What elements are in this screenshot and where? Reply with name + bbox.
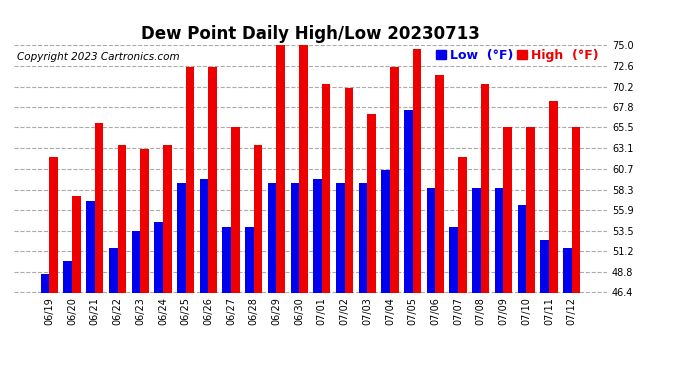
Bar [404,110,413,375]
Legend: Low  (°F), High  (°F): Low (°F), High (°F) [434,46,601,64]
Bar [458,158,466,375]
Bar [199,179,208,375]
Bar [132,231,140,375]
Bar [231,127,239,375]
Bar [359,183,367,375]
Bar [435,75,444,375]
Bar [254,144,262,375]
Bar [344,88,353,375]
Bar [313,179,322,375]
Bar [299,45,308,375]
Bar [549,101,558,375]
Bar [336,183,344,375]
Bar [563,248,571,375]
Bar [382,171,390,375]
Bar [109,248,117,375]
Bar [117,144,126,375]
Bar [140,149,149,375]
Bar [367,114,376,375]
Bar [72,196,81,375]
Bar [155,222,163,375]
Bar [50,158,58,375]
Bar [277,45,285,375]
Bar [163,144,172,375]
Bar [322,84,331,375]
Bar [245,227,254,375]
Bar [426,188,435,375]
Bar [268,183,277,375]
Bar [86,201,95,375]
Bar [63,261,72,375]
Bar [481,84,489,375]
Bar [526,127,535,375]
Bar [504,127,512,375]
Bar [208,67,217,375]
Title: Dew Point Daily High/Low 20230713: Dew Point Daily High/Low 20230713 [141,26,480,44]
Bar [390,67,399,375]
Bar [571,127,580,375]
Text: Copyright 2023 Cartronics.com: Copyright 2023 Cartronics.com [17,53,179,62]
Bar [222,227,231,375]
Bar [449,227,458,375]
Bar [95,123,103,375]
Bar [177,183,186,375]
Bar [518,205,526,375]
Bar [41,274,50,375]
Bar [472,188,481,375]
Bar [495,188,504,375]
Bar [540,240,549,375]
Bar [290,183,299,375]
Bar [413,50,422,375]
Bar [186,67,195,375]
